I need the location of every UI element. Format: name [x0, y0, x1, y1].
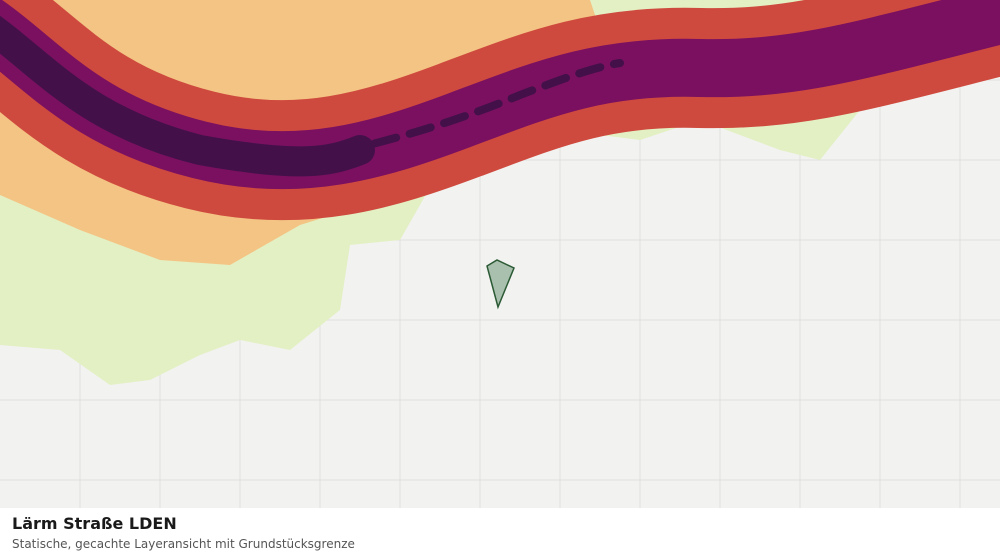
layer-subtitle: Statische, gecachte Layeransicht mit Gru… [12, 537, 355, 551]
layer-title: Lärm Straße LDEN [12, 514, 177, 533]
noise-bands [0, 0, 1000, 221]
parcel-boundary[interactable] [486, 259, 515, 310]
map-layers [0, 0, 1000, 508]
noise-band-highest-dashed [336, 59, 624, 156]
footer: Lärm Straße LDEN Statische, gecachte Lay… [0, 508, 1000, 560]
noise-band-highest [0, 15, 375, 177]
map [0, 0, 1000, 508]
